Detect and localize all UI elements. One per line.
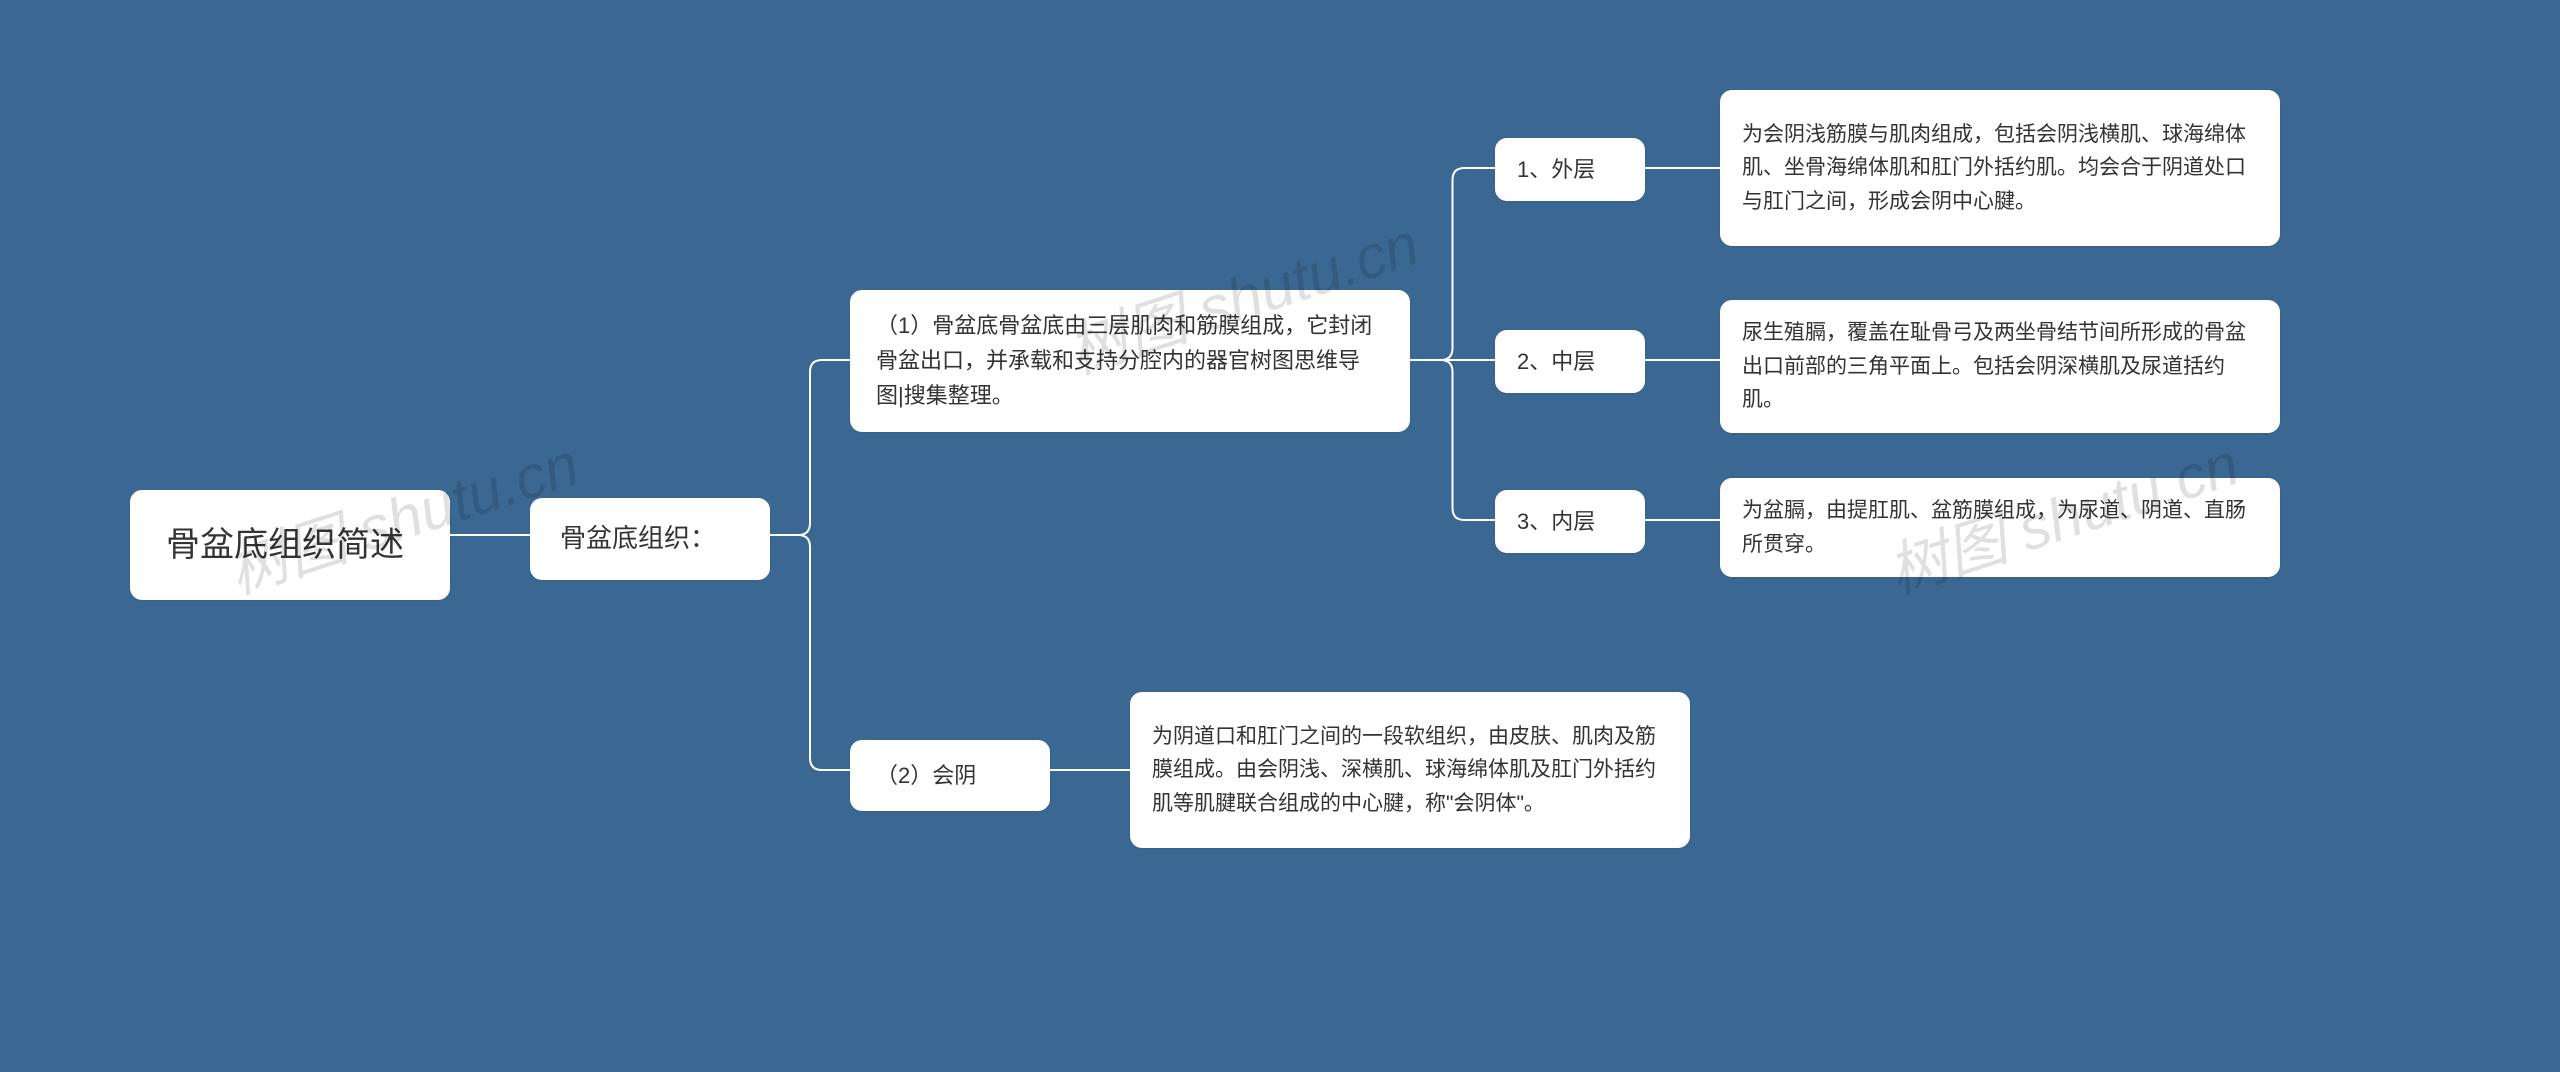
mindmap-canvas: 骨盆底组织简述 骨盆底组织： （1）骨盆底骨盆底由三层肌肉和筋膜组成，它封闭骨盆… <box>0 0 2560 1072</box>
connector <box>1410 360 1495 520</box>
node-perineum[interactable]: （2）会阴 <box>850 740 1050 811</box>
node-middle-desc-label: 尿生殖膈，覆盖在耻骨弓及两坐骨结节间所形成的骨盆出口前部的三角平面上。包括会阴深… <box>1742 316 2258 417</box>
connector <box>770 535 850 770</box>
node-outer-desc-label: 为会阴浅筋膜与肌肉组成，包括会阴浅横肌、球海绵体肌、坐骨海绵体肌和肛门外括约肌。… <box>1742 118 2258 219</box>
connector <box>770 360 850 535</box>
node-inner-label: 3、内层 <box>1517 504 1595 539</box>
node-inner-desc[interactable]: 为盆膈，由提肛肌、盆筋膜组成，为尿道、阴道、直肠所贯穿。 <box>1720 478 2280 577</box>
node-layers[interactable]: （1）骨盆底骨盆底由三层肌肉和筋膜组成，它封闭骨盆出口，并承载和支持分腔内的器官… <box>850 290 1410 432</box>
node-middle-label: 2、中层 <box>1517 344 1595 379</box>
node-inner[interactable]: 3、内层 <box>1495 490 1645 553</box>
node-perineum-desc-label: 为阴道口和肛门之间的一段软组织，由皮肤、肌肉及筋膜组成。由会阴浅、深横肌、球海绵… <box>1152 720 1668 821</box>
node-outer-desc[interactable]: 为会阴浅筋膜与肌肉组成，包括会阴浅横肌、球海绵体肌、坐骨海绵体肌和肛门外括约肌。… <box>1720 90 2280 246</box>
node-layers-label: （1）骨盆底骨盆底由三层肌肉和筋膜组成，它封闭骨盆出口，并承载和支持分腔内的器官… <box>876 308 1384 414</box>
node-middle[interactable]: 2、中层 <box>1495 330 1645 393</box>
node-tissue-label: 骨盆底组织： <box>560 518 716 560</box>
node-middle-desc[interactable]: 尿生殖膈，覆盖在耻骨弓及两坐骨结节间所形成的骨盆出口前部的三角平面上。包括会阴深… <box>1720 300 2280 433</box>
connector <box>1410 168 1495 360</box>
node-root-label: 骨盆底组织简述 <box>166 518 404 572</box>
node-root[interactable]: 骨盆底组织简述 <box>130 490 450 600</box>
node-perineum-desc[interactable]: 为阴道口和肛门之间的一段软组织，由皮肤、肌肉及筋膜组成。由会阴浅、深横肌、球海绵… <box>1130 692 1690 848</box>
node-outer-label: 1、外层 <box>1517 152 1595 187</box>
node-tissue[interactable]: 骨盆底组织： <box>530 498 770 580</box>
node-outer[interactable]: 1、外层 <box>1495 138 1645 201</box>
node-perineum-label: （2）会阴 <box>876 758 976 793</box>
node-inner-desc-label: 为盆膈，由提肛肌、盆筋膜组成，为尿道、阴道、直肠所贯穿。 <box>1742 494 2258 561</box>
